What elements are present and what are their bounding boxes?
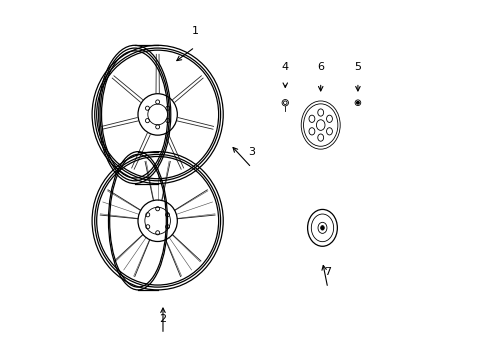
- Text: 7: 7: [324, 267, 331, 278]
- Ellipse shape: [356, 102, 358, 104]
- Text: 6: 6: [317, 62, 324, 72]
- Text: 1: 1: [191, 26, 198, 36]
- Text: 5: 5: [354, 62, 361, 72]
- Text: 2: 2: [159, 314, 166, 324]
- Text: 4: 4: [281, 62, 288, 72]
- Ellipse shape: [320, 226, 324, 230]
- Text: 3: 3: [247, 147, 255, 157]
